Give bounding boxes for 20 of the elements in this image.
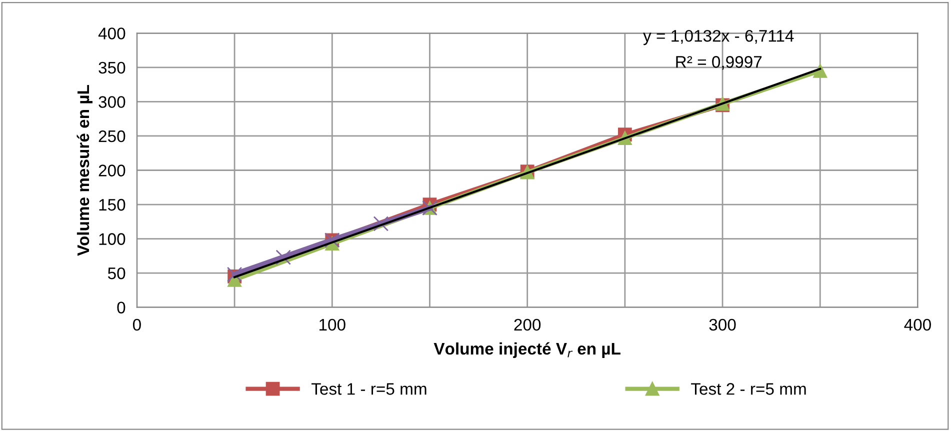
y-tick-label: 300 [98, 96, 126, 108]
annotation: R² = 0,9997 [676, 56, 762, 70]
legend-label: Test 2 - r=5 mm [691, 383, 806, 395]
y-tick-label: 250 [98, 130, 126, 142]
x-tick-label: 0 [132, 318, 141, 331]
legend-label: Test 1 - r=5 mm [311, 383, 426, 395]
x-axis-title: Volume injecté V$_{r}$ en µL [434, 342, 620, 358]
x-tick-label: 400 [904, 318, 931, 331]
y-tick-label: 150 [99, 198, 126, 211]
y-tick-label: 50 [108, 267, 126, 280]
y-tick-label: 0 [117, 302, 126, 314]
y-axis-title: Volume mesuré en µL [76, 85, 92, 256]
x-tick-label: 100 [320, 318, 346, 331]
y-tick-label: 200 [98, 164, 126, 176]
x-tick-label: 200 [514, 318, 541, 331]
y-tick-label: 400 [98, 28, 126, 40]
x-tick-label: 300 [709, 318, 736, 331]
annotation: y = 1,0132x - 6,7114 [643, 30, 794, 46]
y-tick-label: 350 [98, 62, 126, 74]
y-tick-label: 100 [99, 233, 126, 245]
